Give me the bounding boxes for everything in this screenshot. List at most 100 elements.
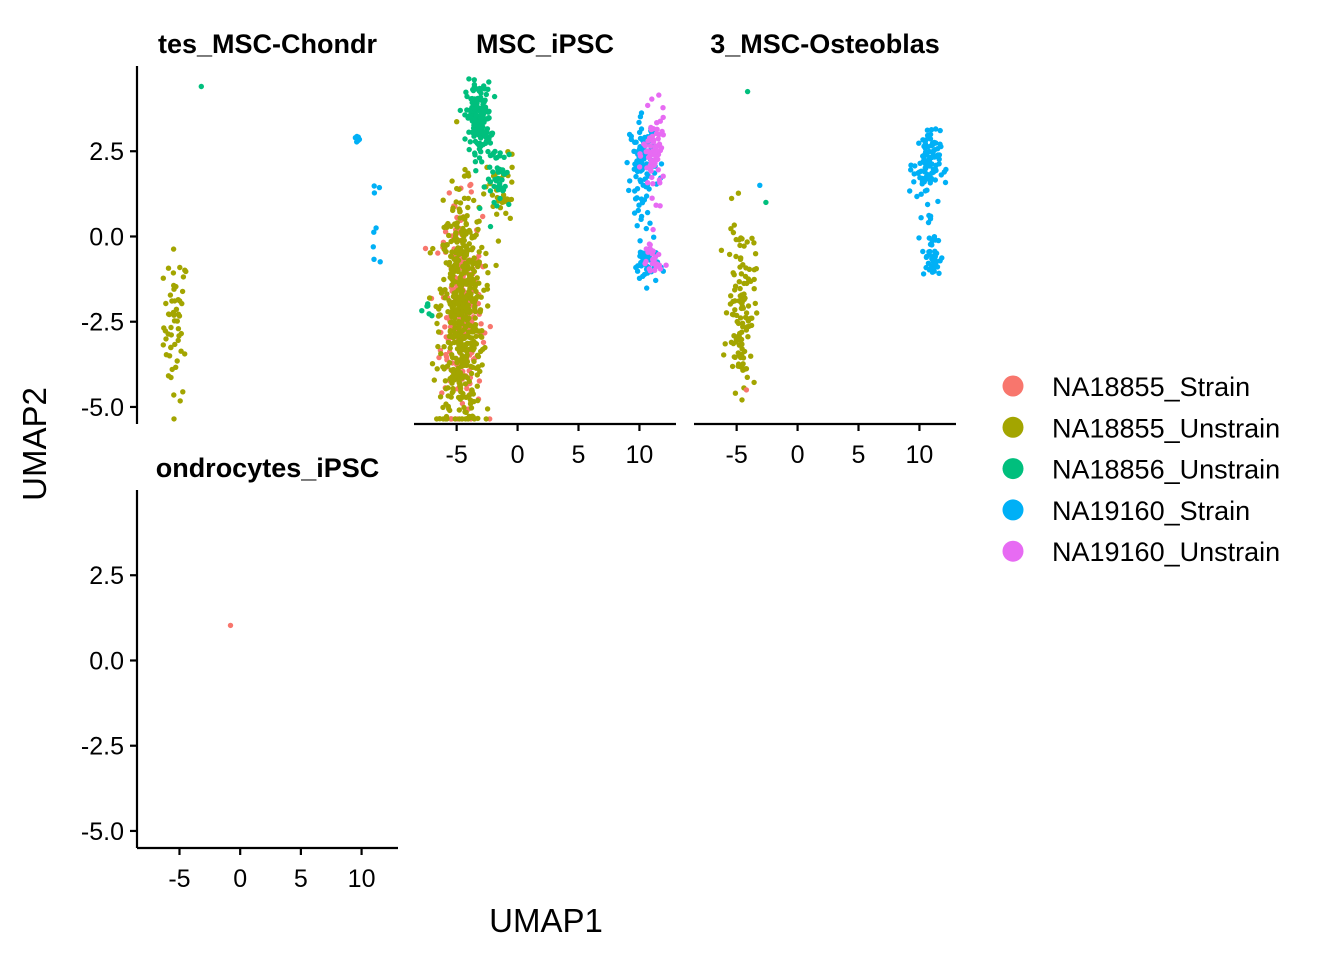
data-point bbox=[170, 270, 177, 276]
data-point bbox=[482, 263, 489, 269]
data-point bbox=[445, 309, 451, 315]
data-point bbox=[447, 329, 453, 335]
x-tick-label: 10 bbox=[348, 865, 376, 893]
data-point bbox=[647, 143, 654, 149]
data-point bbox=[730, 229, 737, 236]
data-point bbox=[649, 96, 655, 102]
data-point bbox=[168, 324, 174, 331]
data-point bbox=[718, 247, 725, 253]
data-point bbox=[638, 213, 645, 220]
data-point bbox=[627, 178, 633, 184]
data-point bbox=[656, 177, 663, 183]
data-point bbox=[463, 304, 469, 311]
data-point bbox=[942, 179, 949, 186]
data-point bbox=[637, 135, 644, 142]
data-point bbox=[652, 149, 658, 155]
data-point bbox=[480, 339, 487, 346]
data-point bbox=[165, 265, 172, 271]
legend-item: NA18856_Unstrain bbox=[1002, 455, 1280, 485]
data-point bbox=[174, 358, 180, 364]
legend-key bbox=[1002, 499, 1024, 521]
data-point bbox=[462, 136, 468, 142]
data-point bbox=[438, 351, 444, 357]
data-point bbox=[449, 178, 455, 184]
data-point bbox=[509, 164, 515, 170]
data-point bbox=[442, 229, 449, 235]
data-point bbox=[733, 253, 739, 260]
data-point bbox=[469, 335, 475, 341]
data-point bbox=[454, 185, 460, 192]
data-point bbox=[928, 241, 934, 247]
data-point bbox=[466, 241, 472, 247]
y-tick-label: -2.5 bbox=[81, 733, 124, 761]
data-point bbox=[457, 200, 464, 206]
data-point bbox=[460, 362, 467, 369]
data-point bbox=[487, 188, 494, 194]
data-point bbox=[744, 88, 751, 95]
data-point bbox=[456, 407, 462, 413]
data-point bbox=[484, 286, 491, 292]
data-point bbox=[485, 303, 491, 309]
data-point bbox=[739, 329, 745, 335]
data-point bbox=[479, 334, 485, 340]
data-point bbox=[434, 366, 440, 372]
data-point bbox=[923, 137, 929, 143]
data-point bbox=[447, 271, 454, 277]
data-point bbox=[460, 390, 466, 397]
data-point bbox=[632, 196, 639, 202]
data-point bbox=[489, 192, 496, 198]
data-point bbox=[182, 351, 188, 357]
data-point bbox=[471, 268, 478, 275]
data-point bbox=[468, 405, 475, 411]
data-point bbox=[160, 275, 166, 281]
facet-title: tes_MSC-Chondr bbox=[158, 29, 377, 59]
data-point bbox=[473, 232, 479, 238]
data-point bbox=[471, 133, 477, 139]
data-point bbox=[500, 188, 506, 194]
data-point bbox=[467, 401, 474, 407]
data-point bbox=[168, 344, 174, 350]
data-point bbox=[643, 149, 649, 155]
data-point bbox=[637, 238, 643, 244]
data-point bbox=[469, 275, 475, 282]
data-point bbox=[477, 205, 483, 211]
data-point bbox=[660, 173, 666, 179]
legend-label: NA18855_Unstrain bbox=[1052, 413, 1280, 443]
data-point bbox=[471, 358, 477, 365]
data-point bbox=[466, 129, 472, 135]
data-point bbox=[658, 161, 665, 167]
data-point bbox=[731, 354, 737, 360]
data-point bbox=[176, 313, 183, 319]
data-point bbox=[651, 257, 657, 263]
data-point bbox=[441, 276, 447, 283]
data-point bbox=[651, 162, 657, 169]
data-point bbox=[456, 324, 462, 330]
data-point bbox=[371, 183, 377, 189]
data-point bbox=[468, 96, 474, 102]
data-point bbox=[628, 133, 634, 139]
data-point bbox=[463, 313, 469, 320]
y-tick-label: -5.0 bbox=[81, 818, 124, 846]
data-point bbox=[453, 308, 459, 314]
data-point bbox=[734, 318, 740, 325]
data-point bbox=[746, 266, 753, 272]
data-point bbox=[468, 181, 474, 188]
y-tick-label: 2.5 bbox=[89, 562, 124, 590]
data-point bbox=[932, 177, 938, 183]
data-point bbox=[650, 226, 656, 233]
data-point bbox=[462, 333, 468, 340]
data-point bbox=[487, 223, 494, 230]
data-point bbox=[726, 251, 733, 258]
data-point bbox=[656, 141, 663, 147]
data-point bbox=[170, 309, 177, 316]
data-point bbox=[490, 169, 496, 175]
data-point bbox=[935, 198, 941, 205]
data-point bbox=[624, 159, 630, 166]
data-point bbox=[740, 355, 747, 361]
data-point bbox=[748, 278, 754, 284]
data-point bbox=[754, 310, 760, 316]
facet-title: MSC_iPSC bbox=[476, 29, 614, 59]
data-point bbox=[171, 318, 178, 324]
data-point bbox=[453, 247, 460, 253]
data-point bbox=[649, 195, 655, 201]
